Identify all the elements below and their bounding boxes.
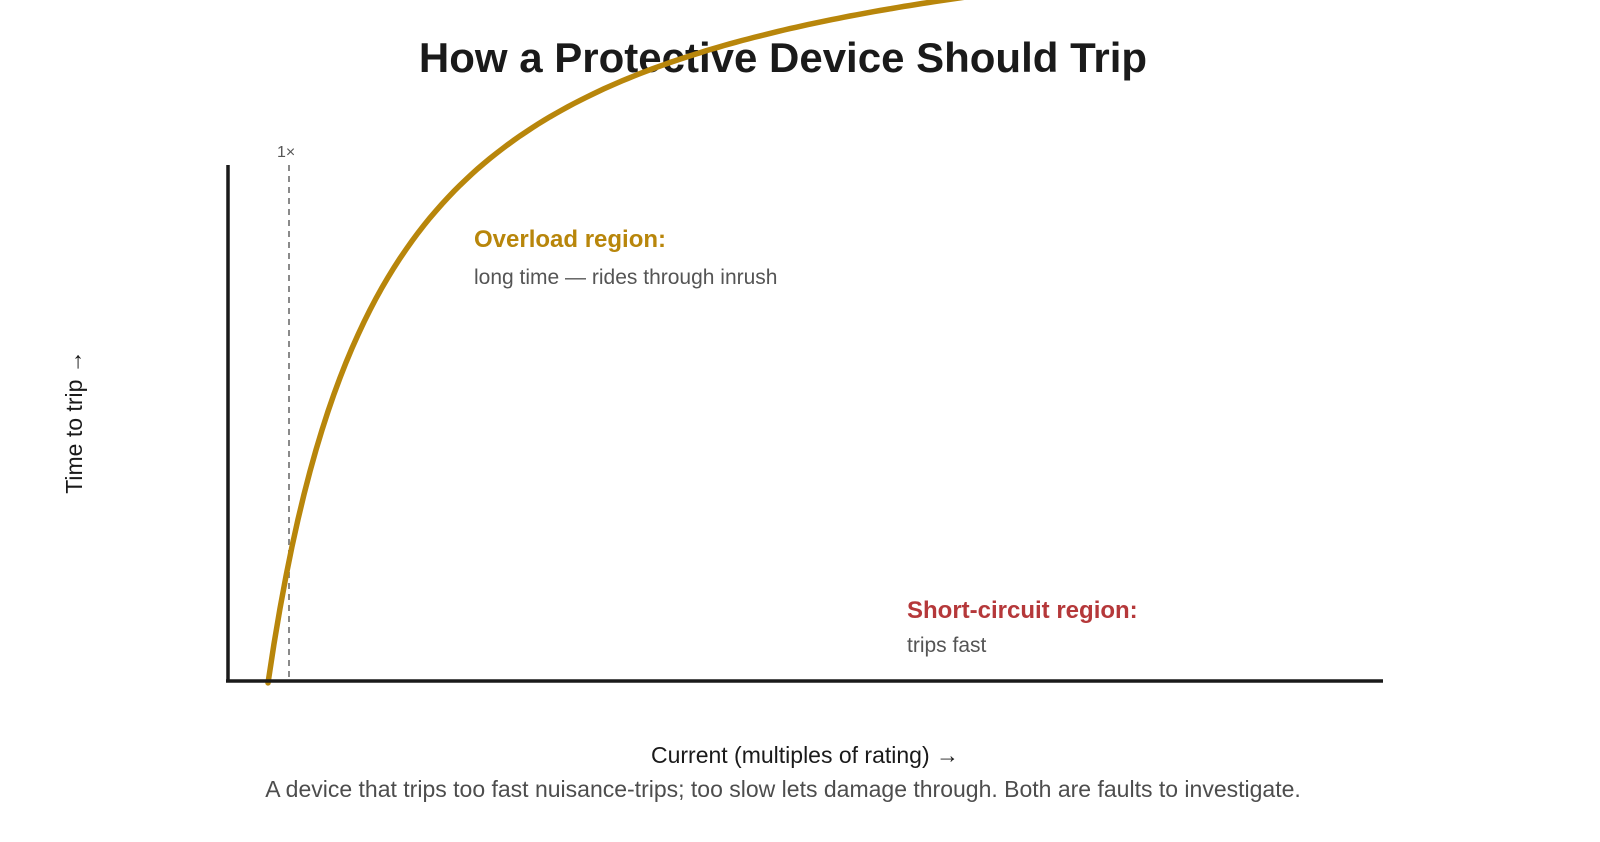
trip-curve — [265, 0, 965, 686]
short-circuit-region-heading: Short-circuit region: — [907, 597, 1138, 624]
diagram-title: How a Protective Device Should Trip — [418, 34, 1148, 81]
overload-region-heading: Overload region: — [474, 226, 666, 253]
diagram-caption: A device that trips too fast nuisance-tr… — [265, 776, 1301, 802]
short-circuit-region-detail: trips fast — [907, 634, 987, 657]
overload-region-detail: long time — rides through inrush — [474, 266, 778, 289]
x-axis-label: Current (multiples of rating) → — [651, 742, 959, 768]
y-axis-label: Time to trip → — [61, 350, 87, 494]
rated-current-marker-label: 1× — [277, 144, 295, 161]
